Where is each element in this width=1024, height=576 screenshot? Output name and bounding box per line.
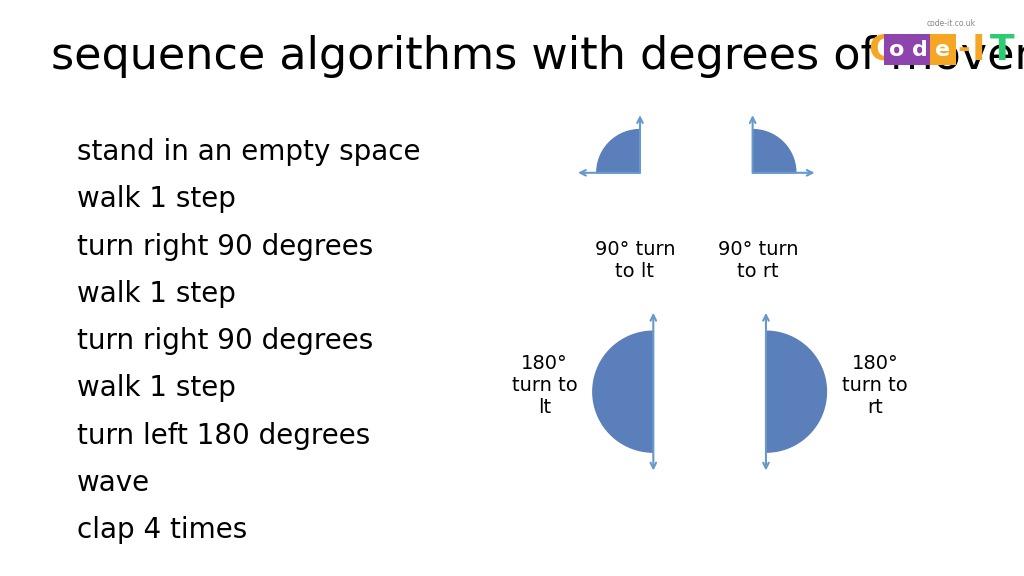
- Text: d: d: [911, 40, 928, 60]
- Polygon shape: [593, 331, 653, 452]
- Text: I: I: [972, 33, 985, 67]
- Text: C: C: [868, 33, 895, 67]
- Text: wave: wave: [77, 469, 150, 497]
- Text: sequence algorithms with degrees of movement: sequence algorithms with degrees of move…: [51, 35, 1024, 78]
- Text: -: -: [957, 35, 970, 65]
- Text: walk 1 step: walk 1 step: [77, 280, 236, 308]
- Text: T: T: [990, 33, 1015, 67]
- Text: code-it.co.uk: code-it.co.uk: [927, 19, 976, 28]
- Text: walk 1 step: walk 1 step: [77, 185, 236, 214]
- Text: turn right 90 degrees: turn right 90 degrees: [77, 327, 373, 355]
- Text: e: e: [935, 40, 950, 60]
- Polygon shape: [766, 331, 826, 452]
- Polygon shape: [753, 130, 796, 173]
- Text: stand in an empty space: stand in an empty space: [77, 138, 420, 166]
- Text: walk 1 step: walk 1 step: [77, 374, 236, 403]
- Text: 90° turn
to rt: 90° turn to rt: [718, 240, 798, 281]
- Text: o: o: [889, 40, 904, 60]
- Text: clap 4 times: clap 4 times: [77, 516, 247, 544]
- Text: turn right 90 degrees: turn right 90 degrees: [77, 233, 373, 261]
- Polygon shape: [597, 130, 640, 173]
- Text: 180°
turn to
lt: 180° turn to lt: [512, 354, 578, 418]
- Text: 180°
turn to
rt: 180° turn to rt: [842, 354, 907, 418]
- Text: 90° turn
to lt: 90° turn to lt: [595, 240, 675, 281]
- Text: turn left 180 degrees: turn left 180 degrees: [77, 422, 370, 450]
